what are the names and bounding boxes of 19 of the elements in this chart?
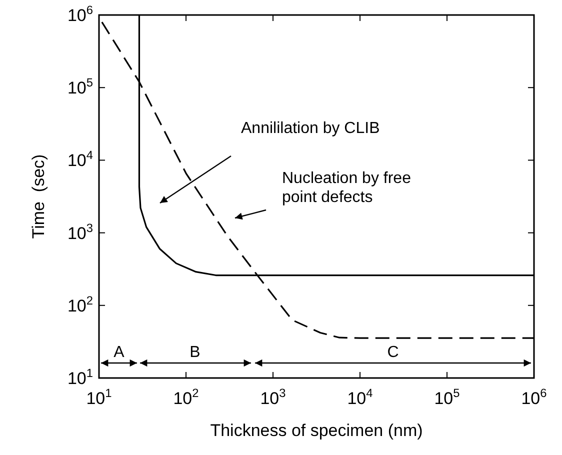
annotation: B <box>190 344 200 361</box>
x-tick-label: 10$^{5}$ <box>434 386 460 408</box>
y-tick-label: 10$^{6}$ <box>67 3 94 25</box>
y-axis-title: Time (sec) <box>29 154 48 239</box>
annotation: Annililation by CLIB <box>241 120 380 137</box>
annotation: C <box>387 344 399 361</box>
x-axis-title: Thickness of specimen (nm) <box>210 421 423 440</box>
y-tick-label: 10$^{4}$ <box>67 148 94 170</box>
y-tick-label: 10$^{2}$ <box>67 293 94 316</box>
x-tick-label: 10$^{4}$ <box>347 386 374 408</box>
annotation: A <box>114 344 125 361</box>
x-tick-label: 10$^{2}$ <box>173 386 200 408</box>
annotation: Nucleation by free point defects <box>282 170 412 206</box>
x-tick-label: 10$^{1}$ <box>86 386 112 408</box>
x-tick-label: 10$^{3}$ <box>260 386 286 408</box>
y-tick-label: 10$^{3}$ <box>67 220 94 243</box>
y-tick-label: 10$^{1}$ <box>67 366 94 388</box>
x-tick-label: 10$^{6}$ <box>521 386 548 408</box>
y-tick-label: 10$^{5}$ <box>67 76 94 98</box>
